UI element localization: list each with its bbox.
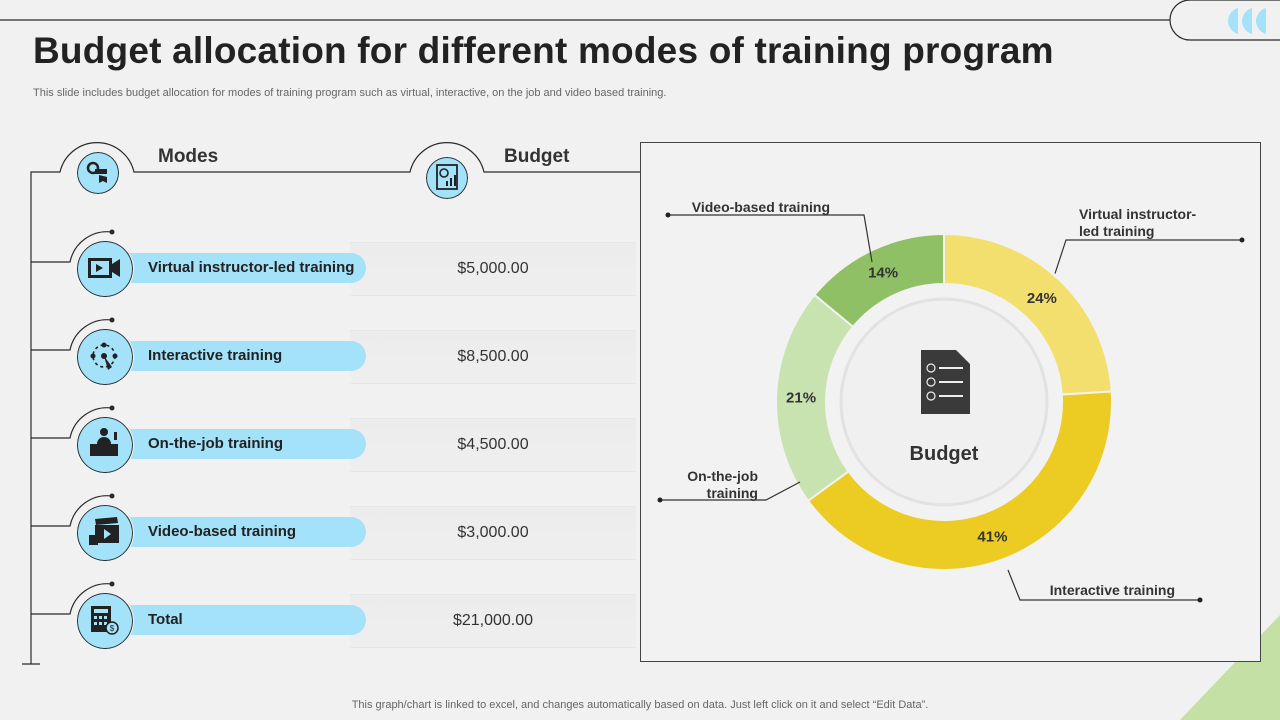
modes-header: Modes — [158, 146, 219, 167]
callout-label-onthejob: On-the-job training — [687, 468, 758, 501]
document-icon — [921, 350, 970, 414]
donut-percent-virtual: 24% — [1027, 290, 1057, 307]
svg-text:$: $ — [110, 624, 115, 633]
clapperboard-icon — [89, 517, 119, 545]
budget-header: Budget — [504, 146, 570, 167]
callout-label-virtual: Virtual instructor-led training — [1079, 206, 1197, 239]
budget-value-interactive: $8,500.00 — [350, 330, 636, 384]
mode-pill-videobased — [120, 517, 366, 547]
callout-line-onthejob — [660, 481, 801, 501]
mode-label-videobased: Video-based training — [148, 523, 297, 540]
video-camera-icon — [88, 258, 120, 278]
budget-value-virtual: $5,000.00 — [350, 242, 636, 296]
mode-label-virtual: Virtual instructor-led training — [148, 259, 355, 276]
mode-label-onthejob: On-the-job training — [148, 435, 283, 452]
mode-pill-virtual — [120, 253, 366, 283]
budget-value-onthejob: $4,500.00 — [350, 418, 636, 472]
top-right-tab — [1169, 0, 1280, 41]
callout-dot-interactive — [1197, 597, 1203, 603]
calculator-sheet-icon: $ — [91, 606, 119, 635]
network-hand-icon — [90, 342, 118, 370]
callout-dot-videobased — [665, 212, 671, 218]
donut-chart[interactable]: Budget 24% 41% 21% 14% Virtual instructor-led… — [640, 142, 1261, 662]
page-subtitle: This slide includes budget allocation fo… — [33, 87, 667, 99]
callout-line-interactive — [1007, 569, 1200, 601]
callout-label-interactive: Interactive training — [1050, 582, 1175, 598]
budget-header-icon-circle — [425, 156, 469, 200]
mode-label-interactive: Interactive training — [148, 347, 283, 364]
budget-value-videobased: $3,000.00 — [350, 506, 636, 560]
callout-dot-onthejob — [657, 497, 663, 503]
worker-desk-icon — [90, 428, 118, 456]
header-connector — [22, 142, 640, 665]
donut-percent-videobased: 14% — [868, 265, 898, 282]
footer-note: This graph/chart is linked to excel, and… — [351, 699, 929, 711]
mode-pill-interactive — [120, 341, 366, 371]
donut-center-label: Budget — [910, 443, 979, 465]
donut-slice-videobased[interactable] — [813, 232, 945, 329]
page-title: Budget allocation for different modes of… — [33, 30, 1054, 71]
report-chart-icon — [436, 164, 458, 190]
budget-value-total: $21,000.00 — [350, 594, 636, 648]
donut-slice-interactive[interactable] — [806, 390, 1113, 571]
gear-hand-icon — [86, 161, 107, 183]
donut-percent-interactive: 41% — [977, 529, 1007, 546]
mode-label-total: Total — [148, 611, 183, 628]
callout-dot-virtual — [1239, 237, 1245, 243]
row-connectors — [31, 231, 113, 615]
chevrons-icon — [1228, 8, 1266, 34]
callout-line-videobased — [668, 214, 873, 263]
donut-percent-onthejob: 21% — [786, 390, 816, 407]
callout-line-virtual — [1054, 239, 1242, 274]
callout-label-videobased: Video-based training — [692, 199, 830, 215]
mode-pill-onthejob — [120, 429, 366, 459]
mode-pill-total — [120, 605, 366, 635]
